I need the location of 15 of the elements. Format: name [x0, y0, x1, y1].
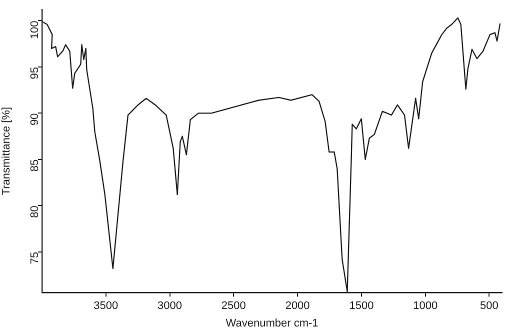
x-tick-label: 2000	[285, 300, 310, 312]
y-tick-label: 85	[29, 159, 42, 172]
y-tick-label: 80	[29, 206, 42, 218]
x-tick-label: 1500	[349, 300, 374, 312]
y-tick-label: 95	[29, 66, 42, 80]
x-tick-label: 2500	[221, 300, 246, 312]
x-tick-label: 500	[480, 300, 498, 312]
x-tick-label: 1000	[413, 300, 438, 312]
x-tick-label: 3000	[158, 300, 182, 312]
y-axis-title: Transmittance [%]	[0, 106, 13, 196]
y-tick-label: 100	[29, 20, 42, 40]
y-tick-label: 75	[29, 252, 42, 264]
y-tick-label: 90	[29, 113, 42, 126]
x-tick-label: 3500	[94, 300, 118, 312]
x-axis-title: Wavenumber cm-1	[226, 317, 318, 330]
